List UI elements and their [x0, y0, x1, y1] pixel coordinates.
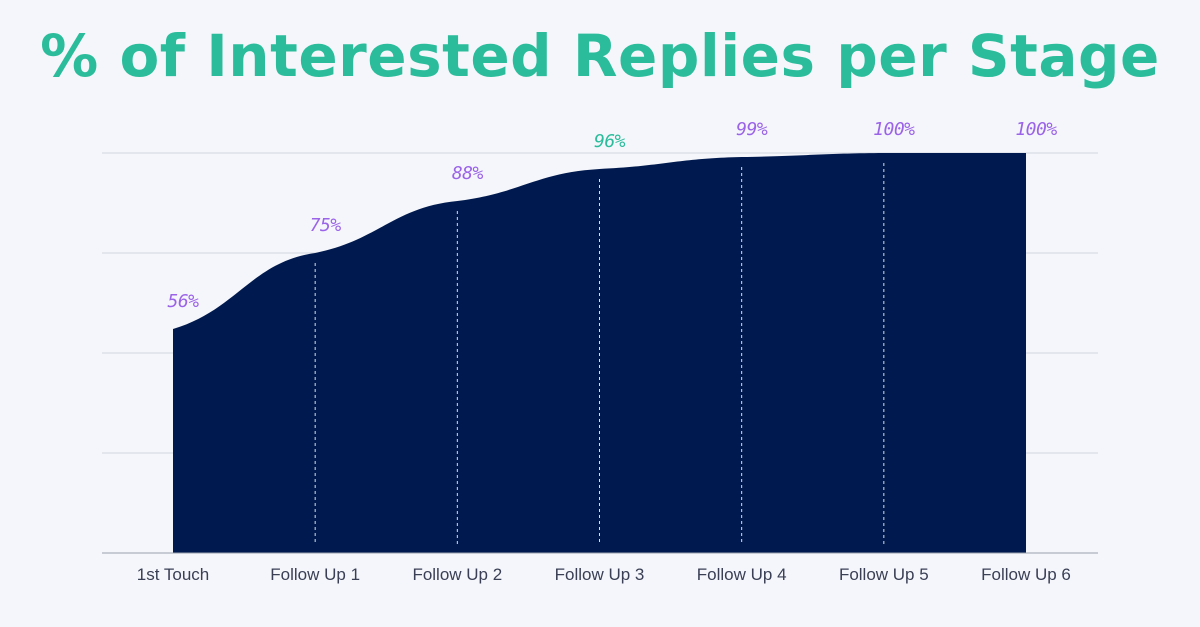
x-tick-label: Follow Up 3 — [555, 565, 645, 584]
data-label: 56% — [167, 291, 199, 312]
x-tick-label: Follow Up 4 — [697, 565, 787, 584]
stage-dividers — [314, 163, 885, 545]
data-label: 88% — [452, 163, 484, 184]
x-tick-label: Follow Up 2 — [412, 565, 502, 584]
data-label: 100% — [873, 119, 915, 140]
x-tick-label: Follow Up 5 — [839, 565, 929, 584]
data-label: 96% — [594, 131, 626, 152]
data-label: 99% — [736, 119, 768, 140]
data-label: 100% — [1015, 119, 1057, 140]
x-tick-label: 1st Touch — [137, 565, 209, 584]
x-tick-label: Follow Up 6 — [981, 565, 1071, 584]
x-tick-labels: 1st Touch Follow Up 1 Follow Up 2 Follow Up… — [137, 565, 1071, 584]
chart-title: % of Interested Replies per Stage — [40, 22, 1160, 90]
x-tick-label: Follow Up 1 — [270, 565, 360, 584]
data-label: 75% — [310, 215, 342, 236]
data-labels: 56% 75% 88% 96% 99% 100% 100% — [167, 119, 1057, 312]
